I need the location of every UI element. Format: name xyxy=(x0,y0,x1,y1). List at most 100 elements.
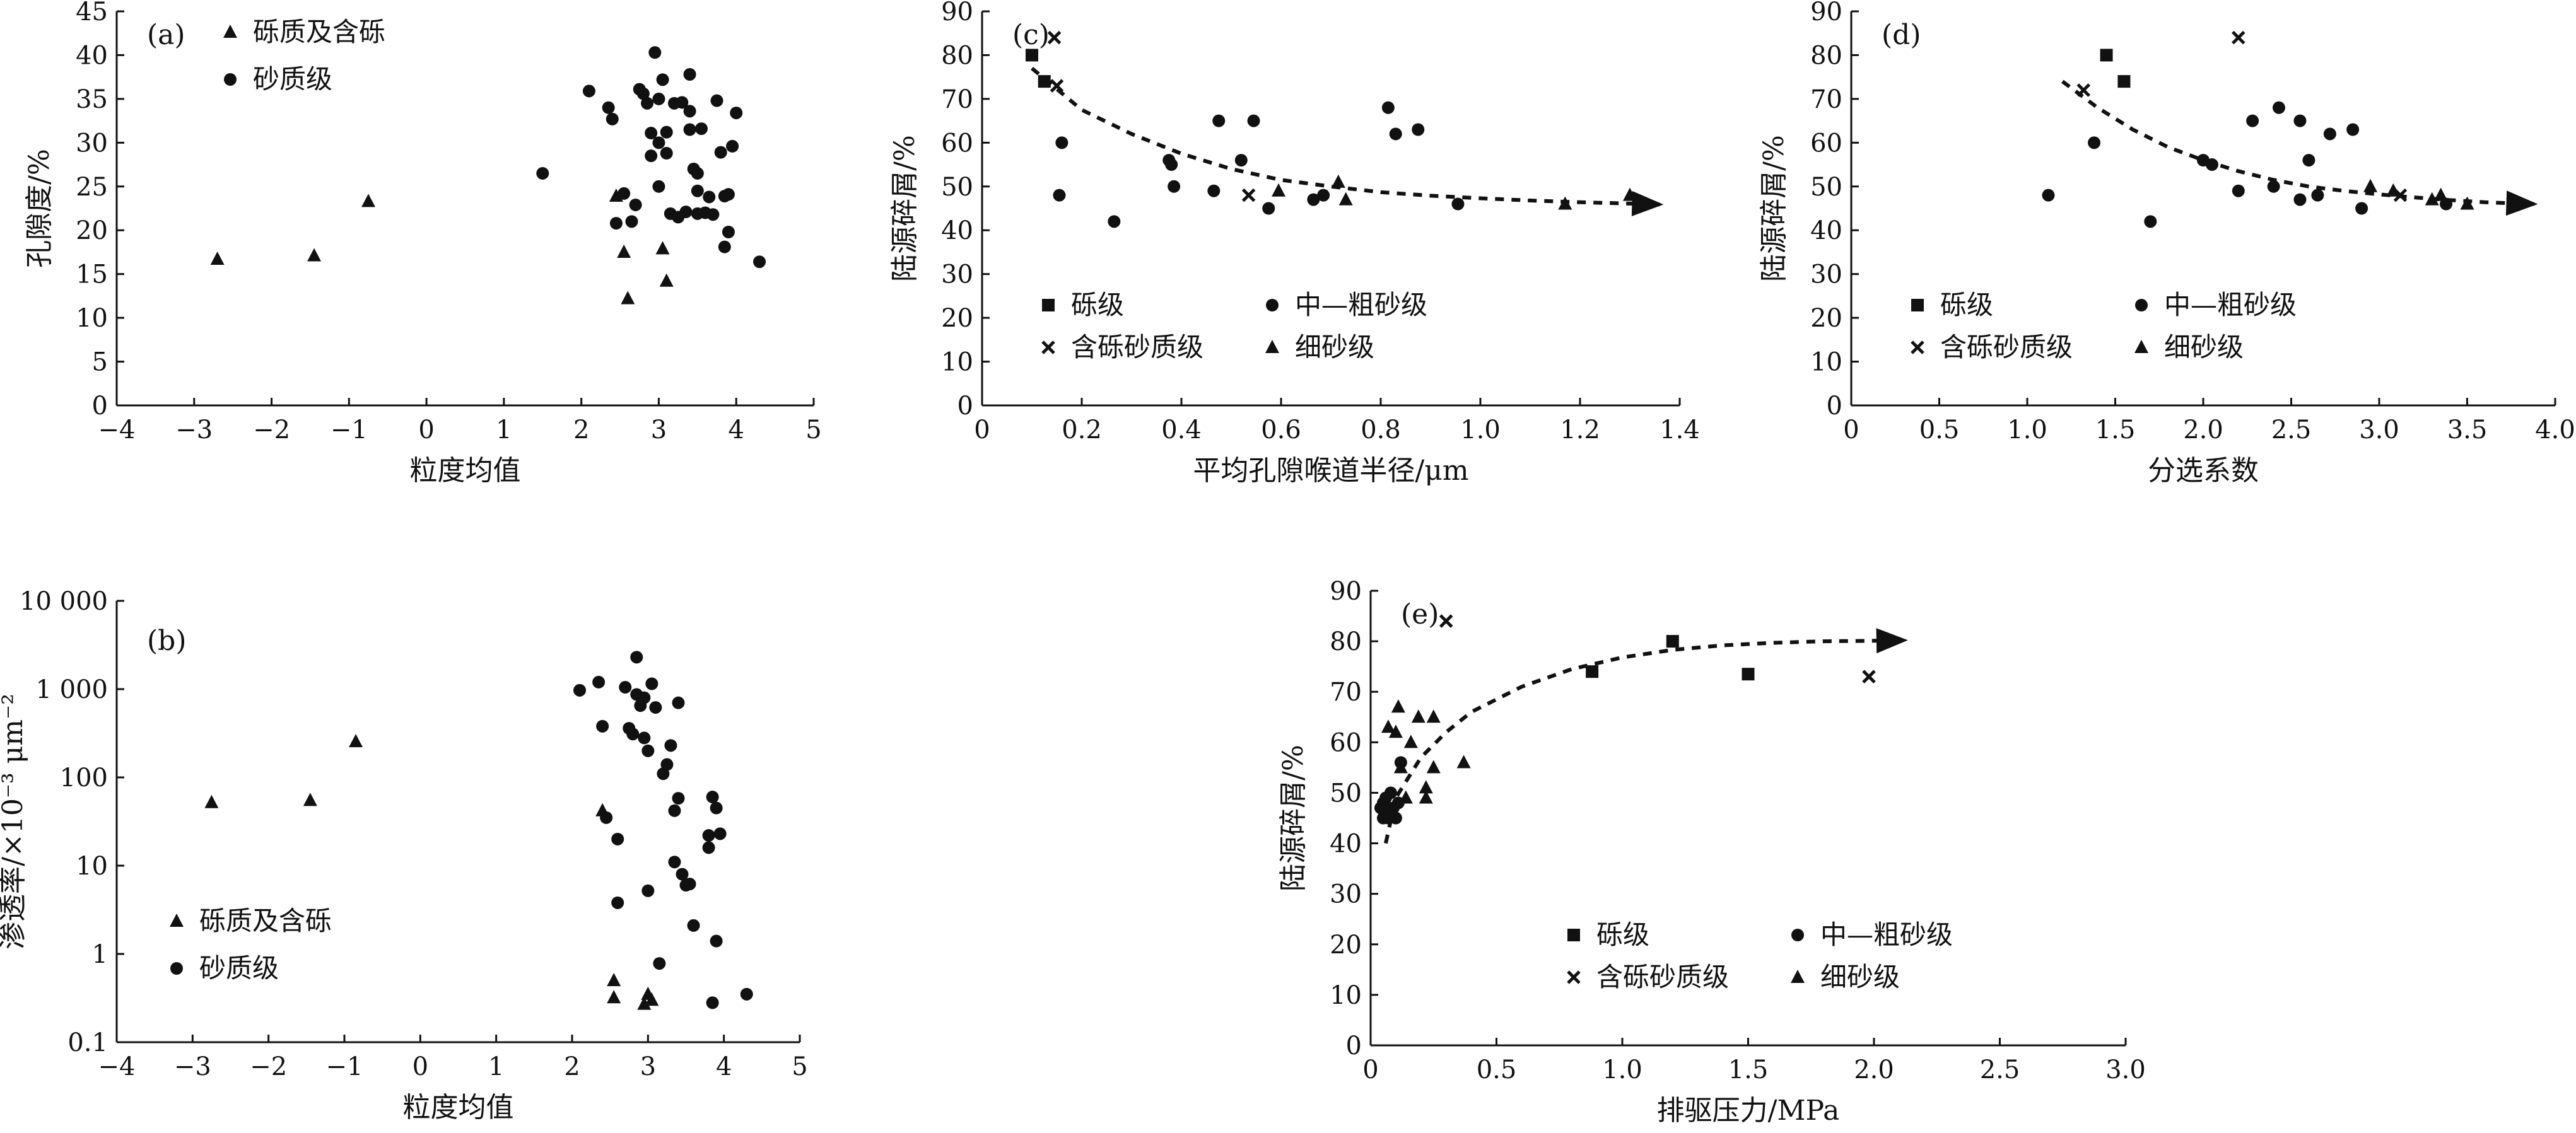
panel--c--point-circle xyxy=(1262,202,1275,215)
panel--b--x-tick-label: 5 xyxy=(792,1052,807,1081)
panel--c--point-circle xyxy=(1053,189,1066,202)
panel--a--x-tick-label: −3 xyxy=(175,415,213,444)
panel--b--x-tick-label: −1 xyxy=(326,1052,363,1081)
panel--c--point-circle xyxy=(1389,127,1402,141)
panel--d--point-circle xyxy=(2311,189,2324,202)
panel--c--point-circle xyxy=(1168,180,1181,193)
panel--d--point-circle xyxy=(2346,123,2360,136)
panel--d--series-circle xyxy=(2042,101,2453,228)
panel--d--x-tick-label: 4.0 xyxy=(2535,415,2575,444)
panel--b--point-circle xyxy=(638,691,651,704)
panel--b--x-tick-label: 4 xyxy=(716,1052,732,1081)
panel--b--legend-marker-triangle xyxy=(170,914,184,927)
panel--d--point-triangle xyxy=(2433,187,2448,201)
panel--b--point-circle xyxy=(710,801,723,815)
panel--b--point-circle xyxy=(740,987,753,1001)
panel--b--point-circle xyxy=(672,696,685,709)
panel--d--x-tick-label: 3.5 xyxy=(2447,415,2488,444)
panel--e--point-cross xyxy=(1439,614,1453,628)
panel--e--y-tick-label: 60 xyxy=(1330,728,1362,757)
panel--e--y-tick-label: 10 xyxy=(1330,981,1362,1010)
panel--b--point-circle xyxy=(683,878,696,891)
panel--a--point-circle xyxy=(618,187,631,200)
panel--c--x-tick-label: 0.6 xyxy=(1261,415,1301,444)
panel--a--series-triangle xyxy=(210,189,674,305)
panel--d--x-tick-label: 0 xyxy=(1843,415,1859,444)
panel--b--y-axis-title: 渗透率/×10⁻³ μm⁻² xyxy=(0,694,29,950)
panel--e--legend-label: 中—粗砂级 xyxy=(1820,919,1953,950)
panel--c--point-circle xyxy=(1234,154,1248,167)
panel--b--point-circle xyxy=(706,791,719,804)
panel--c--point-cross xyxy=(1047,30,1062,45)
panel--e--point-triangle xyxy=(1388,724,1403,738)
panel--c--y-tick-label: 80 xyxy=(941,41,973,70)
panel--c--y-axis-title: 陆源碎屑/% xyxy=(889,135,921,282)
panel--a--point-circle xyxy=(722,226,735,238)
panel--a--point-circle xyxy=(582,84,595,98)
panel--c--x-tick-label: 0.2 xyxy=(1062,415,1102,444)
panel--e--y-tick-label: 40 xyxy=(1330,830,1362,859)
panel--a--point-circle xyxy=(691,184,704,197)
panel--b--point-circle xyxy=(668,856,681,869)
panel--b--point-circle xyxy=(668,804,681,817)
panel--a--legend-label: 砂质级 xyxy=(253,64,332,95)
panel--d--x-tick-label: 1.0 xyxy=(2007,415,2047,444)
panel--e--point-triangle xyxy=(1381,719,1395,733)
panel--c--point-circle xyxy=(1307,193,1320,206)
panel--b--series-triangle xyxy=(204,734,659,1010)
panel--a--y-tick-label: 40 xyxy=(76,41,108,70)
panel--e--point-triangle xyxy=(1419,780,1433,794)
panel--d--legend-label: 细砂级 xyxy=(2164,332,2244,363)
panel--a--x-tick-label: 3 xyxy=(651,415,667,444)
panel--c--point-circle xyxy=(1207,184,1221,197)
panel--c--point-circle xyxy=(1212,114,1226,127)
panel--e--y-tick-label: 50 xyxy=(1330,779,1362,808)
panel--d--series-cross xyxy=(2076,30,2408,202)
panel--d--point-square xyxy=(2100,49,2113,62)
panel--b--point-circle xyxy=(641,744,655,757)
panel--c--y-tick-label: 30 xyxy=(941,260,973,289)
panel--c--point-circle xyxy=(1317,189,1330,202)
panel--c--point-cross xyxy=(1241,188,1256,202)
panel--a--point-triangle xyxy=(210,252,225,265)
panel--a--point-circle xyxy=(694,122,708,136)
panel--e--x-axis-title: 排驱压力/MPa xyxy=(1657,1095,1840,1127)
panel--e--legend-marker-triangle xyxy=(1791,970,1805,983)
panel--b--point-circle xyxy=(573,683,587,697)
panel--c--legend-marker-cross xyxy=(1041,340,1055,354)
panel--d--y-tick-label: 60 xyxy=(1810,129,1842,158)
panel--d--y-tick-label: 30 xyxy=(1810,260,1842,289)
panel--a--y-tick-label: 45 xyxy=(76,0,108,26)
panel--c--y-tick-label: 10 xyxy=(941,348,973,377)
panel--c--series-triangle xyxy=(1272,174,1637,210)
panel--c--point-circle xyxy=(1451,197,1465,211)
panel--e--point-triangle xyxy=(1393,760,1408,774)
panel--e--point-circle xyxy=(1384,786,1397,799)
panel--a--y-tick-label: 5 xyxy=(92,348,108,377)
panel--d--legend-marker-triangle xyxy=(2134,340,2148,353)
panel--e--series-cross xyxy=(1379,614,1876,810)
panel--c--legend-label: 细砂级 xyxy=(1295,332,1374,363)
panel--a--x-tick-label: 1 xyxy=(496,415,512,444)
panel--b--point-circle xyxy=(596,719,609,733)
panel--c--point-circle xyxy=(1165,158,1178,171)
panel--a--point-circle xyxy=(645,127,658,140)
panel--d--y-axis-title: 陆源碎屑/% xyxy=(1758,135,1790,282)
panel--b--point-triangle xyxy=(637,996,652,1010)
panel--a--y-tick-label: 20 xyxy=(76,216,108,245)
panel--a--label: (a) xyxy=(147,19,185,51)
panel--a--point-circle xyxy=(718,240,731,253)
panel--d--legend-label: 砾级 xyxy=(1940,289,1993,320)
panel--a--point-circle xyxy=(636,87,650,100)
panel--a--point-circle xyxy=(683,68,696,81)
panel--d--y-tick-label: 70 xyxy=(1810,85,1842,114)
panel--d--trend-line xyxy=(2061,79,2534,206)
panel--c--x-tick-label: 1.0 xyxy=(1460,415,1501,444)
panel--a--point-circle xyxy=(753,255,766,269)
panel--a--point-circle xyxy=(648,46,662,59)
panel--a--point-circle xyxy=(683,123,696,136)
panel--d--point-circle xyxy=(2272,101,2285,114)
panel--c--legend-label: 中—粗砂级 xyxy=(1295,289,1427,320)
